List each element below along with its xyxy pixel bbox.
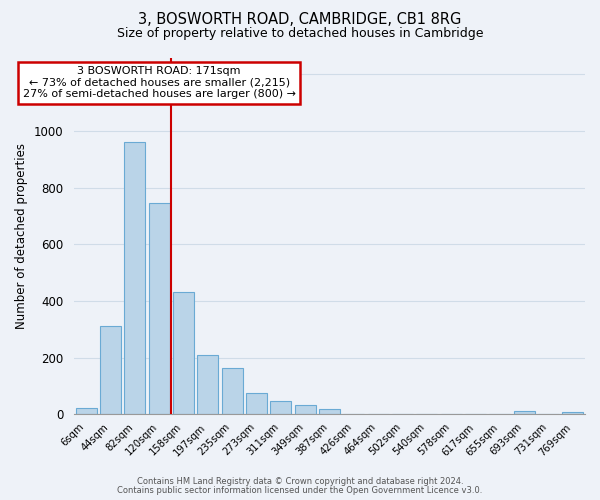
Text: 3 BOSWORTH ROAD: 171sqm
← 73% of detached houses are smaller (2,215)
27% of semi: 3 BOSWORTH ROAD: 171sqm ← 73% of detache… <box>23 66 296 99</box>
Bar <box>100 326 121 414</box>
Text: Contains HM Land Registry data © Crown copyright and database right 2024.: Contains HM Land Registry data © Crown c… <box>137 477 463 486</box>
Text: 3, BOSWORTH ROAD, CAMBRIDGE, CB1 8RG: 3, BOSWORTH ROAD, CAMBRIDGE, CB1 8RG <box>139 12 461 28</box>
Bar <box>149 204 170 414</box>
Text: Contains public sector information licensed under the Open Government Licence v3: Contains public sector information licen… <box>118 486 482 495</box>
Text: Size of property relative to detached houses in Cambridge: Size of property relative to detached ho… <box>117 28 483 40</box>
Bar <box>173 292 194 414</box>
Bar <box>271 400 291 414</box>
Bar <box>295 405 316 414</box>
Bar <box>319 409 340 414</box>
Bar <box>222 368 242 414</box>
Bar <box>246 393 267 414</box>
Bar <box>76 408 97 414</box>
Bar <box>562 412 583 414</box>
Bar <box>197 355 218 414</box>
Bar <box>124 142 145 414</box>
Bar <box>514 412 535 414</box>
Y-axis label: Number of detached properties: Number of detached properties <box>15 143 28 329</box>
